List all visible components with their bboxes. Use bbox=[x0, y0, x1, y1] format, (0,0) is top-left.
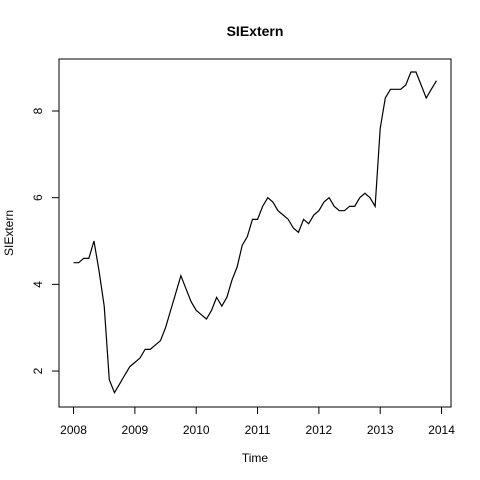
y-tick-label: 8 bbox=[31, 107, 45, 114]
x-axis-label: Time bbox=[242, 451, 269, 465]
x-tick-label: 2012 bbox=[306, 423, 333, 437]
x-tick-label: 2013 bbox=[367, 423, 394, 437]
y-axis-label: SIExtern bbox=[2, 210, 16, 256]
y-tick-label: 6 bbox=[31, 194, 45, 201]
data-line bbox=[73, 71, 437, 395]
plot-box bbox=[58, 58, 452, 408]
x-tick-label: 2011 bbox=[245, 423, 271, 437]
chart-title: SIExtern bbox=[227, 23, 284, 39]
y-tick-label: 4 bbox=[31, 281, 45, 288]
x-tick-label: 2008 bbox=[60, 423, 87, 437]
x-tick-label: 2014 bbox=[428, 423, 455, 437]
x-tick-label: 2009 bbox=[122, 423, 149, 437]
x-tick-label: 2010 bbox=[183, 423, 210, 437]
y-tick-label: 2 bbox=[31, 367, 45, 374]
